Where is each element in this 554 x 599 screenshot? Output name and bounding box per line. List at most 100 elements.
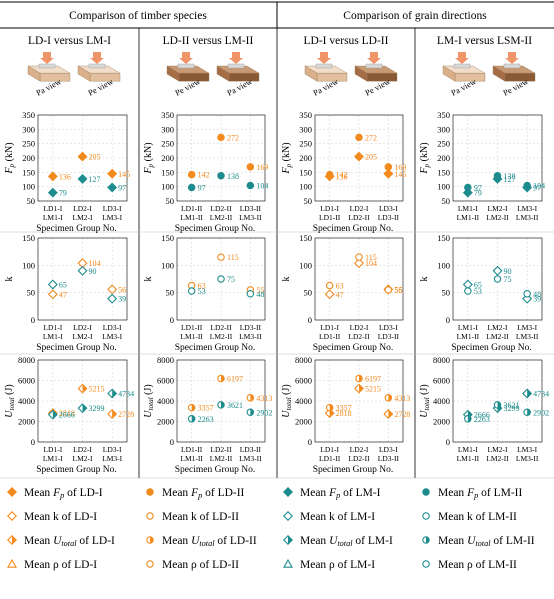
load-arrow: [367, 52, 381, 64]
y-tick-label: 6000: [157, 376, 174, 386]
block-side: [166, 65, 180, 82]
y-tick-label: 0: [31, 315, 35, 325]
data-point-fill: [467, 415, 472, 423]
data-label: 2263: [474, 415, 490, 424]
y-tick-label: 100: [161, 182, 174, 192]
y-axis-label: k: [281, 277, 292, 282]
data-label: 104: [256, 182, 268, 191]
x-tick-label: LD3-I: [103, 204, 122, 213]
illustration-group: Pa view Pe view: [442, 52, 536, 98]
y-tick-label: 8000: [18, 355, 35, 365]
plot-frame: [452, 237, 543, 321]
x-axis-label: Specimen Group No.: [313, 343, 393, 353]
x-tick-label: LM1-I: [43, 213, 63, 222]
data-label: 75: [227, 275, 235, 284]
y-tick-label: 200: [299, 153, 312, 163]
y-tick-label: 100: [299, 260, 312, 270]
load-plate: [503, 63, 521, 69]
x-tick-label: LM2-II: [210, 332, 233, 341]
x-tick-label: LM2-I: [488, 323, 508, 332]
x-tick-label: LM1-II: [180, 213, 203, 222]
y-tick-label: 150: [161, 167, 174, 177]
x-tick-label: LM3-II: [239, 213, 262, 222]
x-tick-label: LD2-I: [350, 445, 369, 454]
data-label: 145: [394, 170, 406, 179]
x-tick-label: LM3-II: [239, 454, 262, 463]
data-label: 48: [256, 290, 264, 299]
column-title: LD-II versus LM-II: [163, 35, 254, 47]
load-arrow: [317, 52, 331, 64]
legend-item: Mean Utotal of LM-II: [422, 535, 535, 548]
data-label: 3299: [504, 404, 520, 413]
load-plate: [365, 63, 383, 69]
data-point-fill: [497, 401, 501, 409]
data-point: [107, 168, 118, 179]
y-tick-label: 150: [22, 167, 35, 177]
y-tick-label: 250: [22, 139, 35, 149]
block-side: [442, 65, 456, 82]
legend-item: Mean Utotal of LD-II: [146, 535, 257, 548]
data-point-fill: [359, 375, 363, 382]
x-tick-label: LD2-I: [73, 204, 92, 213]
y-axis-label: Fp (kN): [4, 142, 16, 174]
data-label: 2728: [118, 410, 134, 419]
data-point: [246, 163, 255, 171]
x-tick-label: LD2-II: [210, 323, 232, 332]
data-label: 2728: [394, 410, 410, 419]
data-label: 3357: [336, 404, 352, 413]
x-tick-label: LD2-I: [73, 323, 92, 332]
y-tick-label: 2000: [157, 417, 174, 427]
legend-item: Mean k of LD-II: [146, 511, 239, 523]
plot-frame: [176, 114, 266, 202]
legend-marker-fill: [150, 536, 154, 544]
data-label: 47: [59, 290, 67, 299]
x-tick-label: LD2-II: [348, 332, 370, 341]
x-tick-label: LM1-II: [457, 454, 480, 463]
legend-label: Mean Utotal of LD-I: [24, 535, 115, 548]
legend-marker: [7, 558, 17, 568]
x-tick-label: LM2-I: [488, 204, 508, 213]
data-point: [217, 133, 225, 142]
x-tick-label: LD1-II: [319, 332, 341, 341]
x-tick-label: LM1-II: [457, 213, 480, 222]
legend-marker: [7, 511, 17, 521]
data-point: [464, 287, 472, 295]
y-tick-label: 2000: [295, 417, 312, 427]
y-axis-label: Utotal (J): [4, 384, 16, 417]
x-axis-label: Specimen Group No.: [313, 224, 393, 234]
data-label: 2818: [336, 409, 352, 418]
x-tick-label: LD1-II: [181, 445, 203, 454]
x-tick-label: LD3-I: [103, 445, 122, 454]
legend-marker: [283, 511, 293, 521]
data-label: 136: [59, 172, 71, 181]
y-tick-label: 250: [161, 139, 174, 149]
plot-frame: [176, 237, 266, 321]
plot-frame: [452, 359, 543, 443]
y-tick-label: 50: [442, 196, 451, 206]
y-tick-label: 2000: [433, 417, 450, 427]
y-tick-label: 4000: [18, 396, 35, 406]
legend-marker: [422, 488, 430, 496]
x-tick-label: LM1-II: [457, 332, 480, 341]
x-tick-label: LM1-II: [180, 454, 203, 463]
legend-item: Mean ρ of LM-II: [422, 559, 517, 571]
legend-marker: [283, 487, 293, 497]
data-label: 205: [89, 153, 101, 162]
y-tick-label: 100: [437, 182, 450, 192]
legend-marker-fill: [426, 536, 430, 544]
illustration-group: Pa view Pe view: [27, 52, 121, 98]
illustration-group: Pe view Pa view: [166, 52, 260, 98]
data-label: 2902: [533, 408, 549, 417]
y-tick-label: 50: [304, 288, 313, 298]
data-label: 5215: [89, 385, 105, 394]
data-point: [324, 289, 335, 300]
data-point: [354, 151, 364, 162]
data-point-fill: [82, 384, 87, 393]
y-tick-label: 150: [161, 233, 174, 243]
legend-item: Mean Utotal of LD-I: [7, 535, 115, 548]
x-tick-label: LM1-I: [458, 323, 478, 332]
legend-label: Mean k of LD-I: [24, 511, 97, 523]
data-label: 4734: [118, 389, 134, 398]
